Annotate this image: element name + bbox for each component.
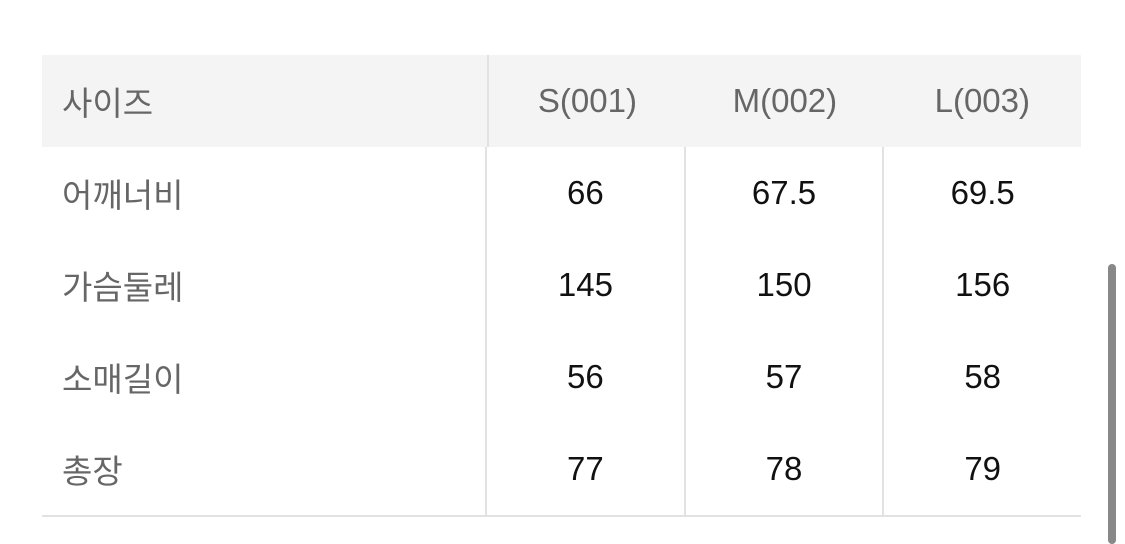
- size-table: 사이즈 S(001) M(002) L(003) 어깨너비 66 67.5 69…: [42, 55, 1081, 517]
- cell-value: 69.5: [882, 147, 1081, 239]
- cell-value: 156: [882, 239, 1081, 331]
- cell-value: 67.5: [683, 147, 883, 239]
- cell-value: 79: [882, 423, 1081, 515]
- cell-value: 145: [485, 239, 684, 331]
- cell-value: 56: [485, 331, 684, 423]
- table-row: 총장 77 78 79: [42, 423, 1081, 515]
- cell-value: 66: [485, 147, 684, 239]
- row-label: 어깨너비: [62, 177, 184, 214]
- table-bottom-divider: [42, 515, 1081, 517]
- cell-value: 57: [683, 331, 883, 423]
- table-row: 어깨너비 66 67.5 69.5: [42, 147, 1081, 239]
- header-m: M(002): [732, 82, 838, 119]
- table-row: 소매길이 56 57 58: [42, 331, 1081, 423]
- header-size: 사이즈: [62, 85, 154, 122]
- row-label: 소매길이: [62, 361, 184, 398]
- vertical-scrollbar[interactable]: [1108, 264, 1116, 544]
- cell-value: 58: [882, 331, 1081, 423]
- table-row: 가슴둘레 145 150 156: [42, 239, 1081, 331]
- cell-value: 78: [683, 423, 883, 515]
- header-s: S(001): [486, 55, 686, 147]
- row-label: 가슴둘레: [62, 269, 184, 306]
- header-l: L(003): [934, 82, 1030, 119]
- cell-value: 150: [683, 239, 883, 331]
- table-header: 사이즈 S(001) M(002) L(003): [42, 55, 1081, 147]
- cell-value: 77: [485, 423, 684, 515]
- row-label: 총장: [62, 453, 123, 490]
